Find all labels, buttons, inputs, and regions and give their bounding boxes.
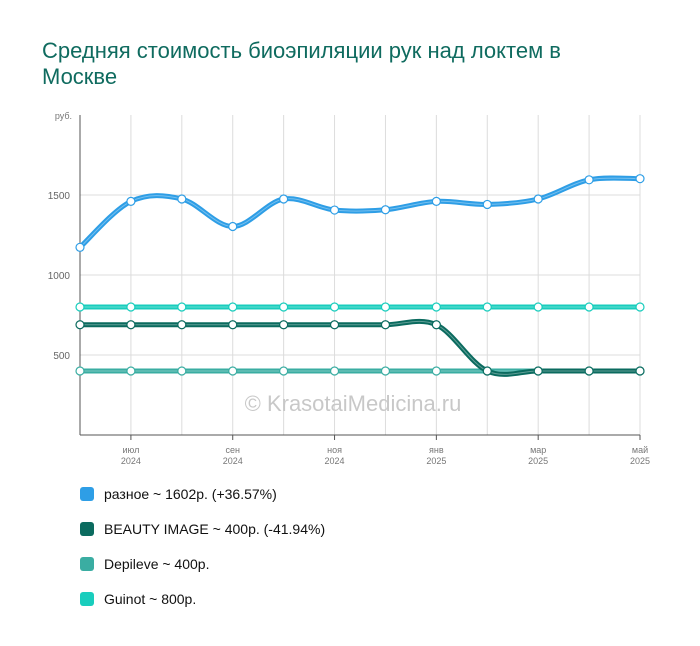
x-tick-label-year: 2025 (528, 456, 548, 466)
data-point (380, 205, 391, 215)
data-point (482, 199, 492, 210)
data-point (177, 320, 187, 330)
grid (80, 115, 641, 435)
data-point (380, 320, 391, 330)
data-point (228, 366, 238, 376)
data-point (126, 366, 136, 376)
data-point (635, 366, 645, 376)
legend-item[interactable]: Guinot ~ 800р. (80, 589, 325, 609)
series-line-highlight-2 (79, 320, 640, 375)
data-point (279, 194, 289, 204)
data-point (635, 302, 645, 312)
data-point (584, 175, 594, 185)
data-point (431, 302, 441, 312)
legend-swatch (80, 592, 94, 606)
data-point (75, 302, 85, 312)
x-tick-label-month: ноя (327, 445, 342, 455)
data-point (431, 196, 441, 206)
x-tick-label-month: янв (429, 445, 444, 455)
x-tick-label-year: 2024 (223, 456, 243, 466)
data-point (177, 194, 187, 204)
legend-item[interactable]: BEAUTY IMAGE ~ 400р. (-41.94%) (80, 519, 325, 539)
legend-label: Guinot ~ 800р. (104, 591, 197, 607)
x-tick-label-month: сен (225, 445, 240, 455)
y-tick-label: 1500 (48, 191, 71, 202)
legend-item[interactable]: Depileve ~ 400р. (80, 554, 325, 574)
data-point (177, 302, 187, 312)
data-point (431, 320, 441, 330)
x-tick-label-year: 2024 (121, 456, 141, 466)
legend-label: BEAUTY IMAGE ~ 400р. (-41.94%) (104, 521, 326, 537)
data-point (126, 320, 136, 330)
data-point (75, 242, 85, 252)
data-point (75, 320, 85, 330)
legend-swatch (80, 557, 94, 571)
data-point (329, 366, 340, 376)
x-tick-label-year: 2025 (630, 456, 650, 466)
data-point (329, 205, 340, 215)
data-point (380, 366, 391, 376)
y-axis: 500 1000 1500 руб. (48, 111, 81, 435)
legend-swatch (80, 522, 94, 536)
y-tick-label: 500 (53, 351, 70, 362)
data-point (533, 302, 543, 312)
data-point (279, 320, 289, 330)
y-tick-label: 1000 (48, 271, 71, 282)
data-point (533, 194, 543, 204)
watermark: © KrasotaiMedicina.ru (245, 391, 462, 416)
x-tick-label-year: 2025 (426, 456, 446, 466)
data-point (482, 366, 492, 376)
x-tick-label-year: 2024 (325, 456, 345, 466)
data-point (482, 302, 492, 312)
data-point (126, 196, 136, 206)
legend: разное ~ 1602р. (+36.57%) BEAUTY IMAGE ~ … (80, 484, 325, 624)
data-point (126, 302, 136, 312)
legend-label: Depileve ~ 400р. (104, 556, 210, 572)
x-tick-label-month: май (632, 445, 648, 455)
x-axis: июл2024сен2024ноя2024янв2025мар2025май20… (80, 434, 650, 466)
series-line-2 (77, 318, 643, 377)
x-tick-label-month: июл (122, 445, 139, 455)
data-point (279, 366, 289, 376)
series-line-1 (77, 175, 643, 250)
data-point (279, 302, 289, 312)
data-point (228, 302, 238, 312)
data-point (380, 302, 391, 312)
data-point (75, 366, 85, 376)
data-point (635, 174, 645, 184)
data-point (584, 366, 594, 376)
x-tick-label-month: мар (530, 445, 546, 455)
data-point (533, 366, 543, 376)
legend-label: разное ~ 1602р. (+36.57%) (104, 486, 277, 502)
legend-item[interactable]: разное ~ 1602р. (+36.57%) (80, 484, 325, 504)
y-unit-label: руб. (55, 111, 72, 121)
legend-swatch (80, 487, 94, 501)
series-points (75, 174, 645, 376)
data-point (584, 302, 594, 312)
data-point (329, 302, 340, 312)
data-point (329, 320, 340, 330)
data-point (177, 366, 187, 376)
chart-title: Средняя стоимость биоэпиляции рук над ло… (42, 38, 561, 89)
series-lines (77, 175, 643, 377)
data-point (228, 320, 238, 330)
data-point (431, 366, 441, 376)
data-point (228, 221, 238, 232)
